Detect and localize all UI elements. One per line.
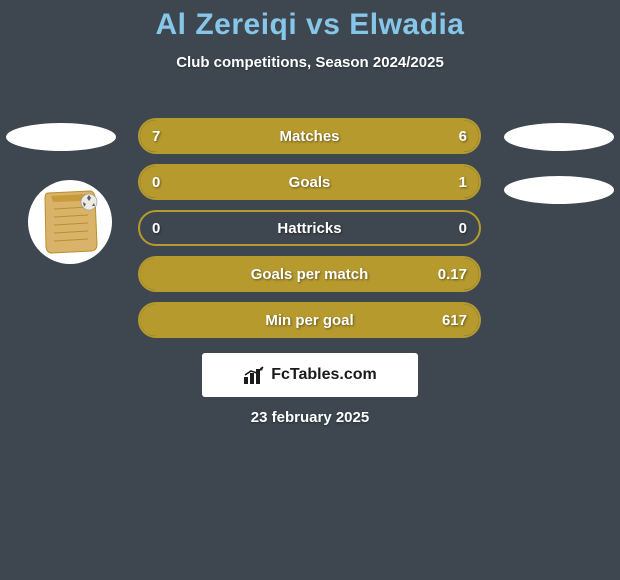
stat-row: 0.17Goals per match bbox=[138, 256, 481, 292]
page-title: Al Zereiqi vs Elwadia bbox=[0, 0, 620, 42]
stat-fill-left bbox=[140, 120, 324, 152]
stat-fill-right bbox=[138, 258, 479, 290]
stat-value-left: 0 bbox=[152, 212, 160, 244]
avatar-placeholder-icon bbox=[40, 189, 100, 255]
branding-chart-icon bbox=[243, 365, 265, 385]
stat-label: Hattricks bbox=[140, 212, 479, 244]
stat-fill-right bbox=[138, 304, 479, 336]
snapshot-date: 23 february 2025 bbox=[0, 409, 620, 426]
stat-row: 01Goals bbox=[138, 164, 481, 200]
team-badge-placeholder-left bbox=[6, 123, 116, 151]
page-subtitle: Club competitions, Season 2024/2025 bbox=[0, 54, 620, 71]
team-badge-placeholder-right-2 bbox=[504, 176, 614, 204]
branding-box: FcTables.com bbox=[202, 353, 418, 397]
stat-row: 76Matches bbox=[138, 118, 481, 154]
stat-row: 0 0Hattricks bbox=[138, 210, 481, 246]
branding-text: FcTables.com bbox=[271, 366, 377, 384]
stat-value-right: 0 bbox=[459, 212, 467, 244]
comparison-card: Al Zereiqi vs Elwadia Club competitions,… bbox=[0, 0, 620, 71]
stat-fill-right bbox=[320, 120, 479, 152]
player-avatar bbox=[28, 180, 112, 264]
stat-fill-right bbox=[198, 166, 479, 198]
comparison-rows: 76Matches 01Goals 0 0Hattricks 0.17Goals per… bbox=[138, 118, 481, 348]
team-badge-placeholder-right-1 bbox=[504, 123, 614, 151]
stat-fill-left bbox=[140, 166, 202, 198]
stat-row: 617Min per goal bbox=[138, 302, 481, 338]
